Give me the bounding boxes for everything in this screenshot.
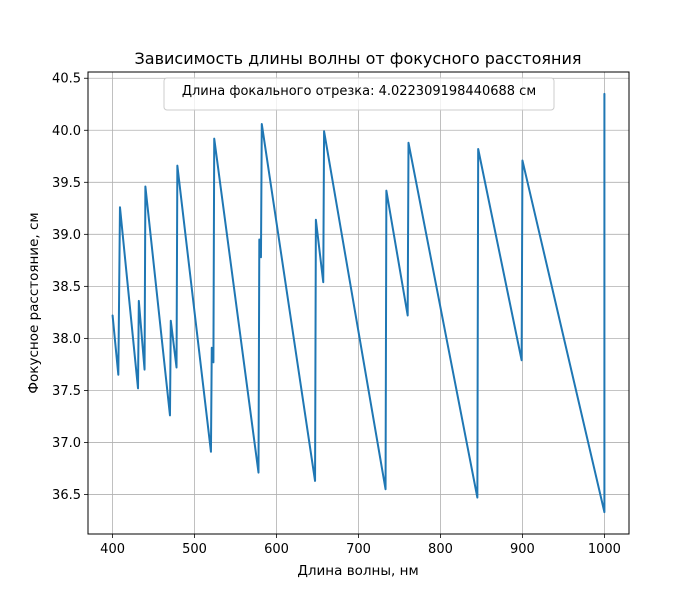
legend-box: Длина фокального отрезка: 4.022309198440… bbox=[163, 77, 555, 111]
y-tick-label: 37.0 bbox=[52, 436, 81, 451]
y-tick-label: 38.0 bbox=[52, 332, 81, 347]
legend-annotation: Длина фокального отрезка: 4.022309198440… bbox=[182, 84, 536, 99]
y-axis-label: Фокусное расстояние, см bbox=[26, 212, 42, 393]
x-tick-label: 800 bbox=[428, 542, 453, 557]
y-tick-label: 38.5 bbox=[52, 280, 81, 295]
x-tick-label: 600 bbox=[264, 542, 289, 557]
x-tick-label: 400 bbox=[100, 542, 125, 557]
y-tick-label: 36.5 bbox=[52, 488, 81, 503]
x-tick-label: 1000 bbox=[588, 542, 621, 557]
chart-title: Зависимость длины волны от фокусного рас… bbox=[135, 49, 582, 68]
y-tick-label: 39.0 bbox=[52, 228, 81, 243]
x-tick-label: 700 bbox=[346, 542, 371, 557]
grid-lines bbox=[88, 72, 629, 534]
y-tick-label: 37.5 bbox=[52, 384, 81, 399]
y-tick-label: 40.5 bbox=[52, 72, 81, 87]
axis-ticks: 400 500 600 700 800 900 1000 36.5 37.0 37.5 38.0 38… bbox=[52, 72, 621, 557]
legend-frame bbox=[163, 77, 555, 111]
series-layer bbox=[111, 92, 606, 514]
y-tick-label: 39.5 bbox=[52, 176, 81, 191]
y-tick-label: 40.0 bbox=[52, 124, 81, 139]
x-axis-label: Длина волны, нм bbox=[297, 563, 418, 579]
series-line bbox=[111, 92, 606, 514]
x-tick-label: 500 bbox=[182, 542, 207, 557]
x-tick-label: 900 bbox=[510, 542, 535, 557]
